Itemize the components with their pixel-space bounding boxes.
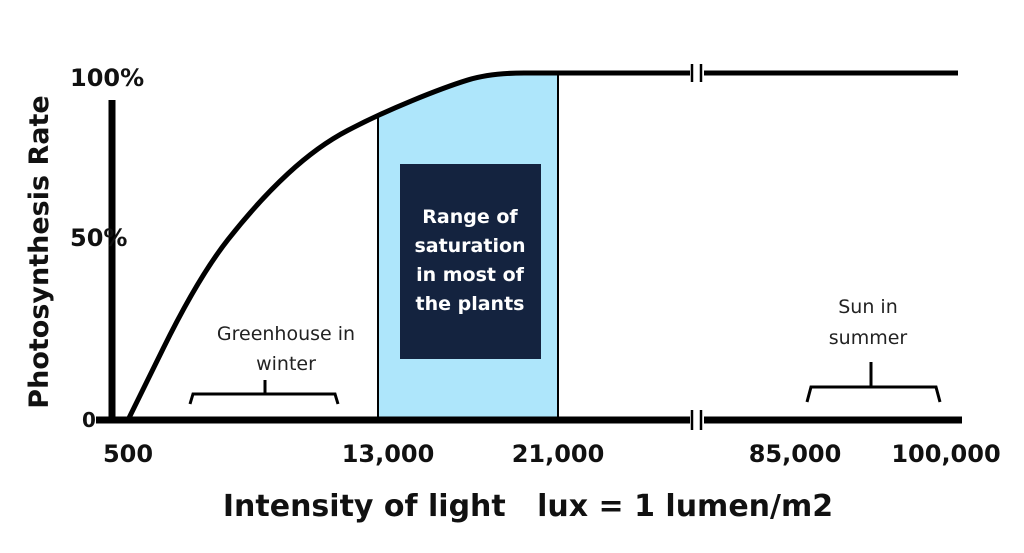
- x-tick-label-85000: 85,000: [749, 440, 842, 468]
- x-tick-label-21000: 21,000: [512, 440, 605, 468]
- x-tick-label-13000: 13,000: [342, 440, 435, 468]
- y-tick-label-0: 0: [82, 408, 96, 432]
- y-tick-label-50: 50%: [70, 224, 127, 252]
- y-tick-label-100: 100%: [70, 64, 144, 92]
- sun-bracket: [805, 362, 942, 403]
- sun-label-line-2: summer: [829, 327, 908, 349]
- greenhouse-bracket: [188, 380, 340, 405]
- greenhouse-label-line-1: Greenhouse in: [217, 323, 355, 345]
- x-tick-label-500: 500: [103, 440, 153, 468]
- saturation-label-box: [400, 164, 541, 359]
- saturation-label-line-3: in most of: [416, 264, 525, 286]
- y-axis-title: Photosynthesis Rate: [24, 95, 55, 408]
- x-tick-label-100000: 100,000: [891, 440, 1000, 468]
- saturation-label-line-1: Range of: [422, 206, 518, 228]
- saturation-label-line-2: saturation: [414, 235, 525, 257]
- greenhouse-label-line-2: winter: [256, 353, 316, 375]
- saturation-label-line-4: the plants: [416, 293, 525, 315]
- axis-break-bottom: [690, 410, 704, 430]
- sun-label-line-1: Sun in: [838, 296, 898, 318]
- axis-break-top: [690, 64, 704, 82]
- photosynthesis-curve: [125, 70, 958, 422]
- x-axis-title: Intensity of light lux = 1 lumen/m2: [223, 489, 833, 524]
